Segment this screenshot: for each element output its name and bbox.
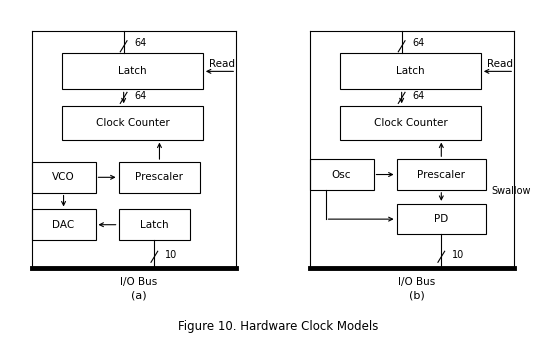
Bar (396, 159, 486, 190)
Bar (396, 204, 486, 235)
Text: Swallow: Swallow (491, 186, 530, 196)
Text: 10: 10 (451, 250, 464, 260)
Text: Read: Read (487, 58, 513, 69)
Bar (118, 162, 200, 193)
Text: Prescaler: Prescaler (136, 172, 183, 182)
Bar (32, 162, 96, 193)
Bar (310, 159, 374, 190)
Bar (340, 106, 481, 140)
Bar (118, 209, 190, 240)
Text: PD: PD (434, 214, 449, 224)
Text: Figure 10. Hardware Clock Models: Figure 10. Hardware Clock Models (178, 320, 378, 333)
Text: Latch: Latch (396, 66, 425, 76)
Text: I/O Bus: I/O Bus (121, 277, 157, 287)
Text: 64: 64 (412, 91, 424, 101)
Text: 64: 64 (134, 91, 146, 101)
Text: 64: 64 (134, 38, 146, 49)
Text: VCO: VCO (52, 172, 75, 182)
Text: Read: Read (209, 58, 235, 69)
Bar (62, 53, 203, 89)
Text: Clock Counter: Clock Counter (374, 118, 448, 128)
Text: (a): (a) (131, 291, 147, 301)
Text: Prescaler: Prescaler (418, 170, 465, 180)
Text: Latch: Latch (118, 66, 147, 76)
Text: Osc: Osc (332, 170, 351, 180)
Bar (62, 106, 203, 140)
Text: I/O Bus: I/O Bus (399, 277, 435, 287)
Text: 64: 64 (412, 38, 424, 49)
Text: Latch: Latch (140, 220, 168, 230)
Text: Clock Counter: Clock Counter (96, 118, 170, 128)
Text: 10: 10 (165, 250, 177, 260)
Bar (32, 209, 96, 240)
Bar (340, 53, 481, 89)
Text: DAC: DAC (52, 220, 75, 230)
Text: (b): (b) (409, 291, 425, 301)
